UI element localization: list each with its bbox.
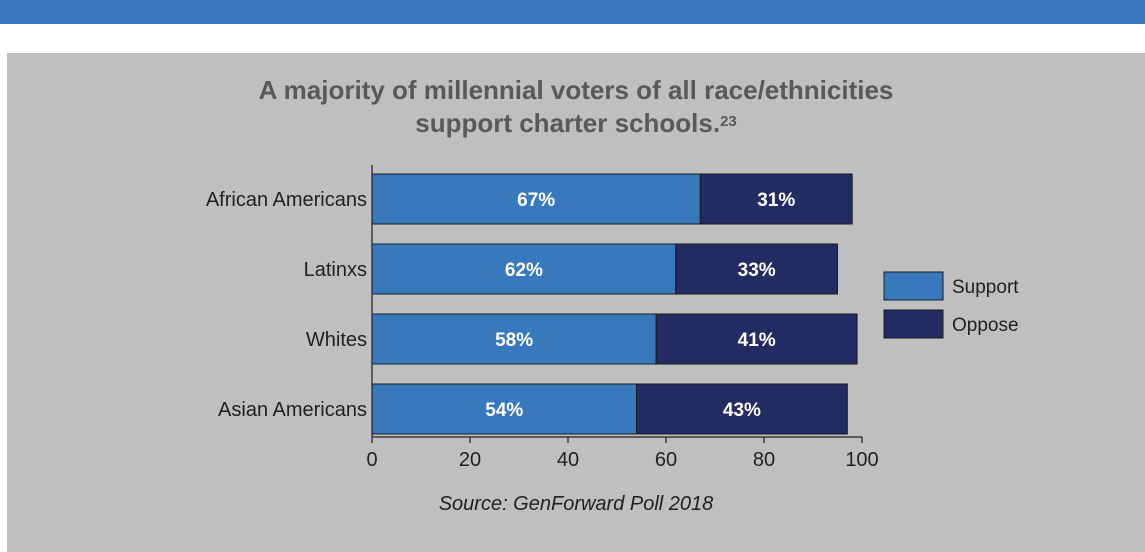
bar-label-oppose-african-americans: 31% bbox=[757, 190, 795, 211]
bar-label-oppose-asian-americans: 43% bbox=[723, 400, 761, 421]
legend-label-support: Support bbox=[952, 277, 1019, 298]
legend-swatch-oppose bbox=[883, 309, 944, 339]
bars-group: 67% 31% 62% 33% 58% 41% 54% 43% bbox=[371, 173, 858, 435]
axes-group: African Americans Latinxs Whites Asian Amer… bbox=[206, 165, 879, 471]
chart-title-line-1: A majority of millennial voters of all r… bbox=[258, 75, 894, 105]
chart-title: A majority of millennial voters of all r… bbox=[7, 74, 1145, 140]
legend-group: Support Oppose bbox=[883, 271, 1019, 339]
bar-label-support-african-americans: 67% bbox=[517, 190, 555, 211]
bar-oppose-whites bbox=[655, 313, 858, 365]
chart-panel: A majority of millennial voters of all r… bbox=[7, 53, 1145, 552]
title-footnote-ref: 23 bbox=[720, 113, 737, 130]
bar-label-oppose-whites: 41% bbox=[738, 330, 776, 351]
x-tick-label-80: 80 bbox=[753, 449, 775, 471]
x-tick-label-0: 0 bbox=[366, 449, 377, 471]
x-tick-label-40: 40 bbox=[557, 449, 579, 471]
bar-support-whites bbox=[371, 313, 657, 365]
bar-oppose-african-americans bbox=[699, 173, 853, 225]
category-label-african-americans: African Americans bbox=[206, 189, 367, 211]
category-label-asian-americans: Asian Americans bbox=[218, 399, 367, 421]
source-note: Source: GenForward Poll 2018 bbox=[438, 493, 714, 515]
category-label-whites: Whites bbox=[306, 329, 367, 351]
legend-swatch-support bbox=[883, 271, 944, 301]
chart-title-line-2: support charter schools. bbox=[415, 108, 721, 138]
category-label-latinxs: Latinxs bbox=[304, 259, 367, 281]
bar-support-latinxs bbox=[371, 243, 677, 295]
x-tick-label-20: 20 bbox=[459, 449, 481, 471]
top-banner-bar bbox=[0, 0, 1145, 24]
bar-oppose-latinxs bbox=[675, 243, 838, 295]
bar-label-support-whites: 58% bbox=[495, 330, 533, 351]
bar-oppose-asian-americans bbox=[636, 383, 848, 435]
bar-label-oppose-latinxs: 33% bbox=[738, 260, 776, 281]
bar-label-support-latinxs: 62% bbox=[505, 260, 543, 281]
bar-support-asian-americans bbox=[371, 383, 638, 435]
x-tick-label-60: 60 bbox=[655, 449, 677, 471]
stacked-bar-chart: 67% 31% 62% 33% 58% 41% 54% 43% African America… bbox=[206, 165, 1019, 471]
legend-label-oppose: Oppose bbox=[952, 315, 1019, 336]
bar-label-support-asian-americans: 54% bbox=[485, 400, 523, 421]
x-tick-label-100: 100 bbox=[845, 449, 878, 471]
